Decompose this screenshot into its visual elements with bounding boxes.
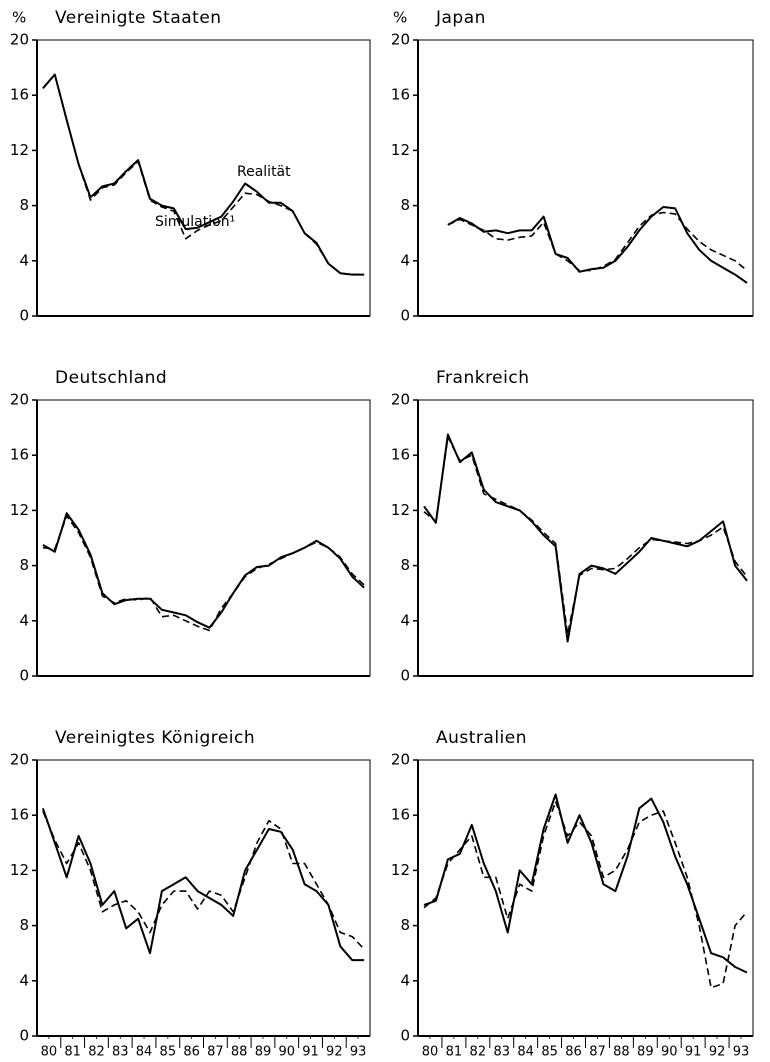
x-tick-label: 93: [350, 1045, 367, 1060]
x-tick-label: 93: [733, 1045, 750, 1060]
y-tick-label: 4: [19, 611, 29, 629]
x-tick-label: 91: [302, 1045, 319, 1060]
y-tick-label: 12: [10, 141, 29, 159]
x-tick-label: 90: [278, 1045, 295, 1060]
y-tick-label: 12: [10, 861, 29, 879]
y-tick-label: 8: [400, 196, 410, 214]
series-line: [423, 793, 748, 974]
x-tick-label: 90: [661, 1045, 678, 1060]
y-tick-label: 16: [10, 446, 29, 464]
plot-frame: [36, 399, 371, 677]
series-label: Simulation¹: [155, 214, 235, 230]
y-tick-label: 0: [19, 667, 29, 685]
series-label: Realität: [237, 164, 291, 180]
plot-frame: [36, 39, 371, 317]
x-tick-label: 80: [41, 1045, 58, 1060]
y-tick-label: 0: [19, 1027, 29, 1045]
x-tick-label: 82: [470, 1045, 487, 1060]
x-tick-label: 83: [112, 1045, 129, 1060]
x-tick-label: 92: [326, 1045, 343, 1060]
y-tick-label: 0: [400, 1027, 410, 1045]
panel-title: Vereinigte Staaten: [55, 8, 222, 28]
y-axis-label: %: [12, 9, 26, 27]
y-tick-label: 20: [10, 751, 29, 769]
series-line: [41, 807, 365, 962]
x-tick-label: 85: [541, 1045, 558, 1060]
panel-title: Japan: [435, 8, 486, 28]
plot-frame: [417, 39, 754, 317]
series-line: [42, 810, 365, 950]
y-tick-label: 20: [10, 31, 29, 49]
x-tick-label: 86: [183, 1045, 200, 1060]
x-tick-label: 88: [613, 1045, 630, 1060]
panel-title: Australien: [436, 728, 527, 748]
y-tick-label: 8: [19, 196, 29, 214]
y-tick-label: 4: [19, 251, 29, 269]
panel-title: Vereinigtes Königreich: [55, 728, 255, 748]
panel-title: Frankreich: [436, 368, 530, 388]
x-tick-label: 84: [136, 1045, 153, 1060]
x-tick-label: 85: [160, 1045, 177, 1060]
y-tick-label: 12: [10, 501, 29, 519]
y-tick-label: 12: [391, 501, 410, 519]
x-tick-label: 80: [422, 1045, 439, 1060]
y-tick-label: 20: [391, 31, 410, 49]
x-tick-label: 89: [255, 1045, 272, 1060]
y-tick-label: 16: [10, 806, 29, 824]
panel-title: Deutschland: [55, 368, 167, 388]
plot-frame: [417, 759, 754, 1037]
x-tick-label: 87: [589, 1045, 606, 1060]
x-tick-label: 89: [637, 1045, 654, 1060]
series-line: [423, 433, 748, 643]
y-tick-label: 16: [10, 86, 29, 104]
y-tick-label: 4: [19, 971, 29, 989]
series-line: [42, 515, 365, 632]
y-tick-label: 16: [391, 806, 410, 824]
y-axis-label: %: [393, 9, 407, 27]
x-tick-label: 88: [231, 1045, 248, 1060]
y-tick-label: 16: [391, 86, 410, 104]
y-tick-label: 8: [400, 916, 410, 934]
x-tick-label: 81: [64, 1045, 81, 1060]
x-tick-label: 91: [685, 1045, 702, 1060]
x-tick-label: 84: [517, 1045, 534, 1060]
y-tick-label: 0: [19, 307, 29, 325]
y-tick-label: 12: [391, 141, 410, 159]
x-tick-label: 83: [493, 1045, 510, 1060]
y-tick-label: 4: [400, 611, 410, 629]
x-tick-label: 81: [446, 1045, 463, 1060]
y-tick-label: 0: [400, 307, 410, 325]
x-tick-label: 92: [709, 1045, 726, 1060]
y-tick-label: 0: [400, 667, 410, 685]
series-line: [423, 436, 748, 636]
plot-frame: [36, 759, 371, 1037]
y-tick-label: 12: [391, 861, 410, 879]
y-tick-label: 16: [391, 446, 410, 464]
y-tick-label: 8: [400, 556, 410, 574]
series-line: [42, 73, 365, 276]
x-tick-label: 82: [88, 1045, 105, 1060]
y-tick-label: 4: [400, 971, 410, 989]
x-tick-label: 87: [207, 1045, 224, 1060]
x-tick-label: 86: [565, 1045, 582, 1060]
series-line: [447, 206, 748, 284]
y-tick-label: 20: [391, 391, 410, 409]
y-tick-label: 4: [400, 251, 410, 269]
y-tick-label: 8: [19, 556, 29, 574]
series-line: [42, 73, 365, 276]
y-tick-label: 20: [10, 391, 29, 409]
series-line: [42, 512, 365, 629]
series-line: [447, 211, 748, 272]
y-tick-label: 8: [19, 916, 29, 934]
y-tick-label: 20: [391, 751, 410, 769]
